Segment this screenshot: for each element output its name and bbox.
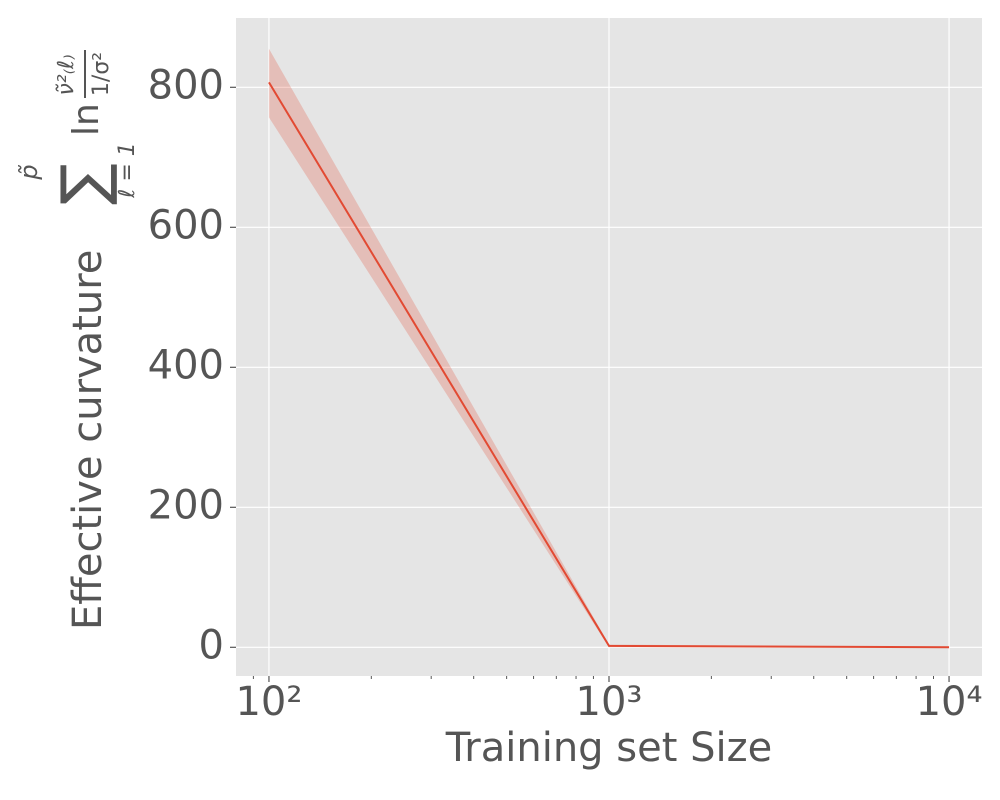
y-label-sum: ∑	[47, 163, 120, 205]
x-tick-label: 10⁴	[916, 679, 983, 725]
y-tick-label: 200	[148, 482, 224, 528]
y-tick-label: 800	[148, 62, 224, 108]
y-label-log: ln	[66, 103, 107, 136]
y-tick-label: 0	[199, 622, 224, 668]
y-axis-label-text: Effective curvature	[65, 250, 111, 630]
y-label-denominator: 1/σ²	[89, 52, 114, 96]
x-tick-label: 10²	[235, 679, 302, 725]
line	[268, 81, 950, 649]
y-tick-label: 400	[148, 342, 224, 388]
x-tick-label: 10³	[576, 679, 643, 725]
y-tick-label: 600	[148, 202, 224, 248]
y-axis-label: Effective curvature ∑ ℓ = 1 p̃ ln ν̃²₍ℓ₎…	[15, 50, 140, 630]
y-label-sum-upper: p̃	[15, 164, 43, 180]
plot-layer	[236, 18, 982, 676]
y-label-numerator: ν̃²₍ℓ₎	[54, 54, 79, 95]
y-label-sum-lower: ℓ = 1	[115, 142, 140, 199]
x-axis-label: Training set Size	[445, 725, 773, 771]
